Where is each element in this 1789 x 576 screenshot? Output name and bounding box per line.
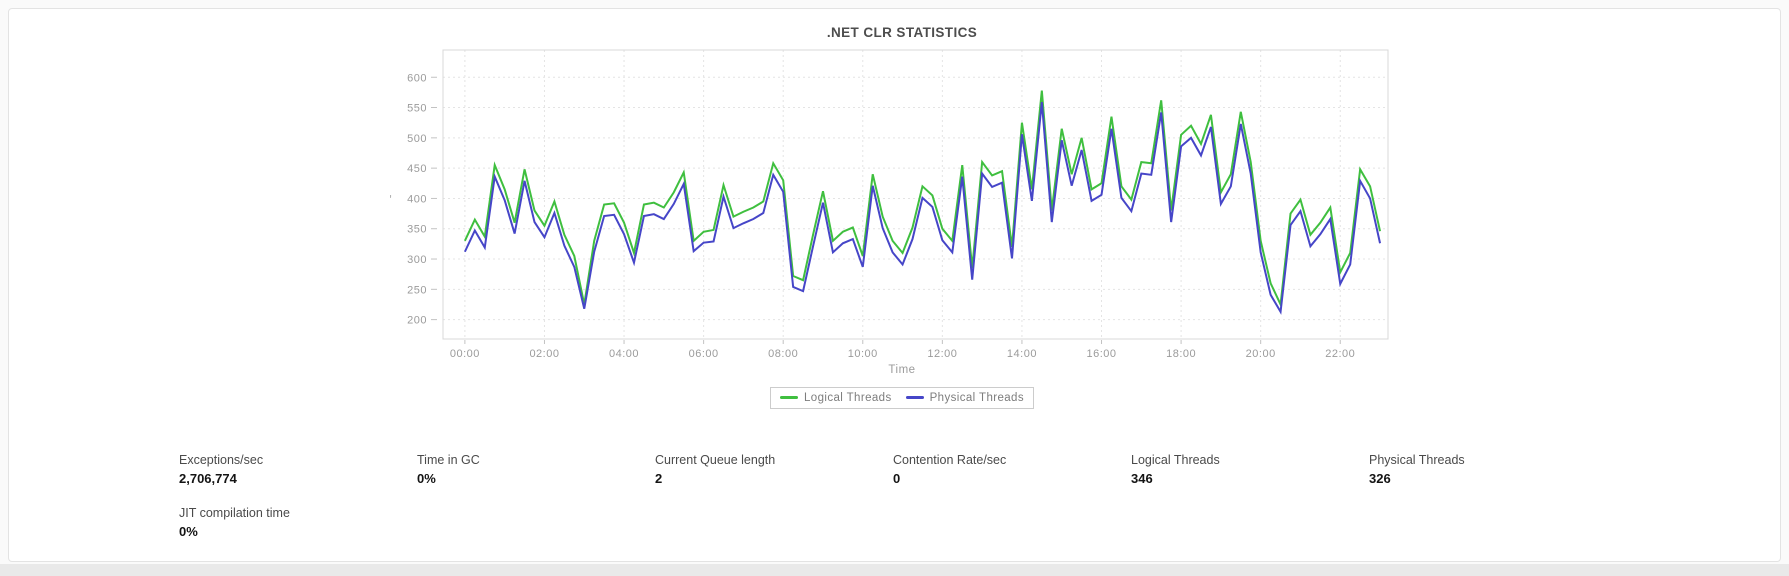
svg-text:16:00: 16:00 — [1087, 348, 1117, 360]
stat-label: JIT compilation time — [179, 505, 290, 520]
stat-logical-threads: Logical Threads 346 — [1131, 453, 1369, 486]
svg-text:300: 300 — [407, 254, 427, 266]
stat-label: Exceptions/sec — [179, 452, 264, 467]
svg-text:250: 250 — [407, 284, 427, 296]
svg-text:350: 350 — [407, 224, 427, 236]
svg-text:550: 550 — [407, 103, 427, 115]
chart-container: .NET CLR STATISTICS 200 250 300 350 400 450 50… — [381, 25, 1396, 409]
svg-text:600: 600 — [407, 72, 427, 84]
svg-text:02:00: 02:00 — [529, 348, 559, 360]
svg-text:400: 400 — [407, 193, 427, 205]
stat-value: 2,706,774 — [179, 470, 237, 486]
legend-item-physical-threads[interactable]: Physical Threads — [905, 391, 1025, 404]
svg-text:18:00: 18:00 — [1166, 348, 1196, 360]
clr-statistics-panel: .NET CLR STATISTICS 200 250 300 350 400 450 50… — [8, 8, 1781, 562]
stat-value: 2 — [655, 470, 663, 486]
stat-physical-threads: Physical Threads 326 — [1369, 453, 1607, 486]
svg-text:10:00: 10:00 — [848, 348, 878, 360]
stat-value: 0% — [179, 523, 198, 539]
physical-threads-swatch-icon — [905, 396, 924, 399]
x-axis-title: Time — [888, 364, 916, 376]
stat-label: Physical Threads — [1369, 452, 1465, 467]
chart-title: .NET CLR STATISTICS — [826, 25, 978, 40]
stat-contention-rate: Contention Rate/sec 0 — [893, 453, 1131, 486]
svg-text:500: 500 — [407, 133, 427, 145]
legend-label: Physical Threads — [929, 391, 1025, 404]
stat-value: 326 — [1369, 470, 1391, 486]
threads-line-chart: 200 250 300 350 400 450 500 550 600 00:00 02:00 04:… — [389, 49, 1389, 360]
svg-text:22:00: 22:00 — [1325, 348, 1355, 360]
svg-text:06:00: 06:00 — [689, 348, 719, 360]
stat-label: Logical Threads — [1131, 452, 1220, 467]
svg-text:08:00: 08:00 — [768, 348, 798, 360]
stats-grid: Exceptions/sec 2,706,774 Time in GC 0% C… — [179, 453, 1780, 486]
stat-exceptions-per-sec: Exceptions/sec 2,706,774 — [179, 453, 417, 486]
svg-text:200: 200 — [407, 315, 427, 327]
stat-value: 0 — [893, 470, 901, 486]
legend-label: Logical Threads — [803, 391, 892, 404]
svg-text:00:00: 00:00 — [450, 348, 480, 360]
stat-label: Current Queue length — [655, 452, 776, 467]
svg-text:14:00: 14:00 — [1007, 348, 1037, 360]
stat-jit-compilation-time: JIT compilation time 0% — [179, 506, 417, 539]
stat-value: 0% — [417, 470, 436, 486]
stat-label: Time in GC — [417, 452, 480, 467]
svg-text:20:00: 20:00 — [1246, 348, 1276, 360]
stats-grid-row2: JIT compilation time 0% — [179, 506, 1780, 539]
logical-threads-swatch-icon — [779, 396, 798, 399]
legend-item-logical-threads[interactable]: Logical Threads — [779, 391, 892, 404]
stat-value: 346 — [1131, 470, 1153, 486]
page-background-strip — [0, 564, 1789, 576]
svg-text:,: , — [389, 187, 393, 199]
svg-text:12:00: 12:00 — [927, 348, 957, 360]
chart-legend: Logical Threads Physical Threads — [381, 386, 1396, 409]
svg-text:04:00: 04:00 — [609, 348, 639, 360]
stat-label: Contention Rate/sec — [893, 452, 1007, 467]
svg-text:450: 450 — [407, 163, 427, 175]
stat-time-in-gc: Time in GC 0% — [417, 453, 655, 486]
legend-box: Logical Threads Physical Threads — [769, 386, 1035, 409]
stat-current-queue-length: Current Queue length 2 — [655, 453, 893, 486]
